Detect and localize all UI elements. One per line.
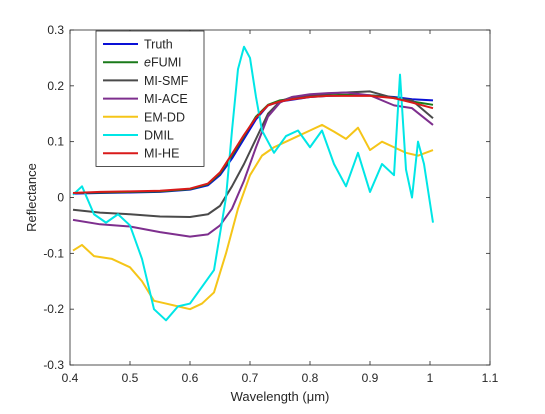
legend-label: MI-HE — [144, 147, 179, 161]
series-line-em-dd — [72, 123, 434, 311]
legend-label: DMIL — [144, 129, 174, 143]
x-tick-label: 0.8 — [302, 371, 319, 385]
legend-label: Truth — [144, 38, 173, 52]
x-tick-label: 0.6 — [182, 371, 199, 385]
y-tick-label: -0.1 — [43, 246, 64, 260]
legend-label: MI-SMF — [144, 74, 189, 88]
legend-label: eFUMI — [144, 56, 182, 70]
series-line-dmil — [72, 45, 434, 322]
x-tick-label: 1 — [427, 371, 434, 385]
y-tick-label: 0 — [57, 191, 64, 205]
y-tick-label: -0.2 — [43, 302, 64, 316]
x-tick-label: 0.7 — [242, 371, 259, 385]
y-tick-label: 0.3 — [47, 23, 64, 37]
legend-label: MI-ACE — [144, 92, 188, 106]
x-axis-label: Wavelength (μm) — [231, 389, 330, 404]
y-axis-label: Reflectance — [24, 163, 39, 232]
y-tick-label: 0.2 — [47, 79, 64, 93]
series-group — [72, 45, 434, 322]
axes: 0.4 0.5 0.6 0.7 0.8 0.9 1 1.1 -0.3 -0.2 -0.1 0 0.1 0.… — [43, 23, 498, 385]
legend-label: EM-DD — [144, 110, 185, 124]
x-tick-label: 0.4 — [62, 371, 79, 385]
series-line-mi-he — [72, 94, 434, 195]
x-tick-label: 1.1 — [482, 371, 499, 385]
y-tick-label: -0.3 — [43, 358, 64, 372]
plot-area — [72, 45, 434, 322]
legend: Truth eFUMI MI-SMF MI-ACE EM-DD DMIL MI-HE — [95, 30, 205, 167]
y-tick-label: 0.1 — [47, 135, 64, 149]
x-tick-label: 0.9 — [362, 371, 379, 385]
x-tick-label: 0.5 — [122, 371, 139, 385]
